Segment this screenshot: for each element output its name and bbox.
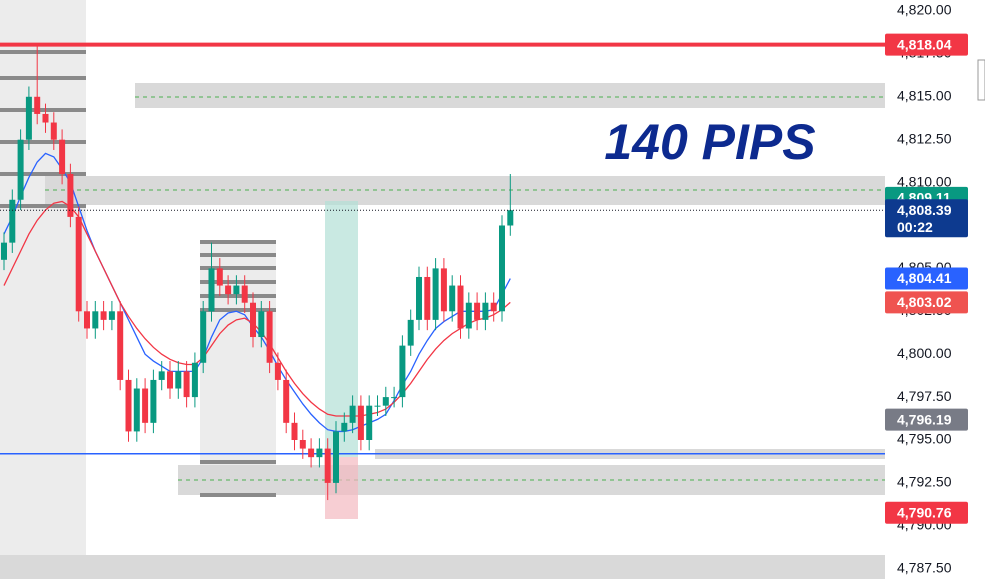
candle-body <box>382 397 389 406</box>
candle-body <box>308 448 315 458</box>
candle-body <box>432 268 439 320</box>
scroll-handle <box>977 59 985 101</box>
candle-body <box>84 311 90 329</box>
candle-body <box>167 371 173 389</box>
candle-body <box>92 311 99 329</box>
zone <box>135 83 885 108</box>
price-tag <box>885 501 968 524</box>
y-tick-label: 4,812.50 <box>897 130 952 146</box>
candle-body <box>191 362 198 398</box>
candle-body <box>67 174 74 217</box>
y-tick-label: 4,787.50 <box>897 559 952 575</box>
y-tick-label: 4,820.00 <box>897 2 952 18</box>
candle-body <box>117 311 124 380</box>
countdown: 00:22 <box>897 219 933 235</box>
candle-body <box>266 311 273 363</box>
price-tag <box>885 33 968 56</box>
candle-body <box>507 210 514 226</box>
candle-body <box>291 422 298 440</box>
candle-body <box>59 139 66 175</box>
price-tag <box>885 199 968 238</box>
candle-body <box>125 379 132 432</box>
candle-body <box>150 379 157 423</box>
candle-body <box>133 388 140 432</box>
candle-body <box>391 397 398 399</box>
candle-body <box>142 388 149 423</box>
candle-body <box>233 285 240 295</box>
candle-body <box>490 302 497 312</box>
candle-body <box>183 371 190 398</box>
candle-body <box>1 242 7 260</box>
candle-body <box>316 448 323 458</box>
candle-body <box>200 311 207 363</box>
candle-body <box>399 345 406 398</box>
candle-body <box>250 302 256 338</box>
candle-body <box>158 371 165 380</box>
annotation: 140 PIPS <box>604 114 815 170</box>
price-tag-label: 4,808.39 <box>897 202 952 218</box>
y-tick-label: 4,797.50 <box>897 388 952 404</box>
zone <box>0 555 885 579</box>
candle-body <box>474 302 481 320</box>
candle-body <box>283 379 290 423</box>
candle-body <box>50 122 57 140</box>
candle-body <box>366 405 373 440</box>
moving-average <box>3 200 511 417</box>
candle-body <box>299 439 306 449</box>
candle-body <box>416 276 422 320</box>
candle-body <box>499 225 505 312</box>
candle-body <box>208 268 215 312</box>
candle-body <box>258 311 265 338</box>
candle-body <box>457 285 464 329</box>
price-tag-label: 4,790.76 <box>897 504 952 520</box>
candle-body <box>225 285 232 295</box>
candle-body <box>349 405 356 423</box>
price-tag-label: 4,804.41 <box>897 270 952 286</box>
candle-body <box>25 96 32 140</box>
y-tick-label: 4,792.50 <box>897 474 952 490</box>
candle-body <box>449 285 456 312</box>
candle-body <box>241 285 248 303</box>
candle-body <box>324 448 331 483</box>
price-tag-label: 4,803.02 <box>897 294 952 310</box>
session-shade <box>0 0 86 579</box>
price-tag-label: 4,796.19 <box>897 411 952 427</box>
candle-body <box>407 319 414 346</box>
price-tag-label: 4,818.04 <box>897 36 952 52</box>
price-tag <box>885 408 968 431</box>
candle-body <box>75 216 82 312</box>
candle-body <box>465 302 472 329</box>
price-tag <box>885 291 968 314</box>
price-tag <box>885 267 968 290</box>
y-tick-label: 4,800.00 <box>897 345 952 361</box>
moving-average <box>3 152 511 433</box>
candle-body <box>374 405 381 407</box>
candle-body <box>42 113 49 123</box>
candle-body <box>333 431 339 483</box>
candle-body <box>216 268 223 286</box>
candle-body <box>9 199 16 243</box>
candle-body <box>424 276 431 320</box>
candle-body <box>34 96 41 114</box>
candle-body <box>274 362 281 380</box>
candle-body <box>175 371 182 389</box>
candle-body <box>440 268 447 312</box>
candle-body <box>108 311 115 320</box>
y-tick-label: 4,815.00 <box>897 87 952 103</box>
candle-body <box>341 422 348 432</box>
y-tick-label: 4,810.00 <box>897 173 952 189</box>
candle-body <box>100 311 107 320</box>
candle-body <box>357 405 364 440</box>
candle-body <box>17 139 24 200</box>
candle-body <box>482 302 489 320</box>
y-tick-label: 4,795.00 <box>897 431 952 447</box>
